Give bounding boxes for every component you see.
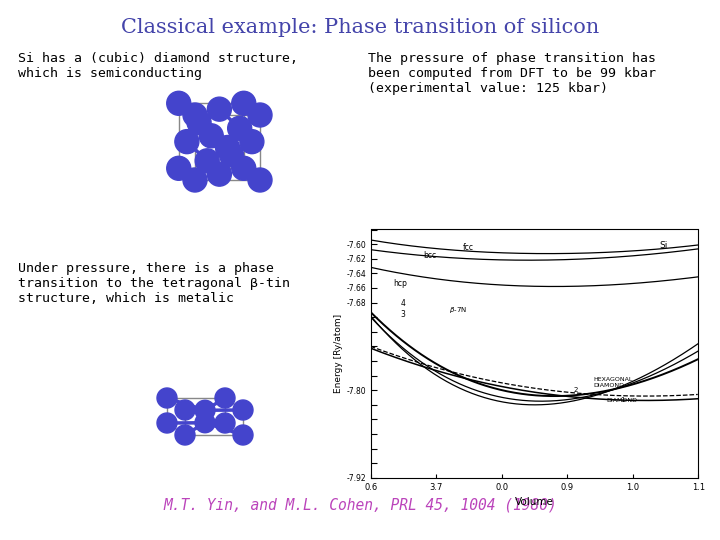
Circle shape (248, 168, 272, 192)
Circle shape (187, 111, 211, 134)
Text: 3: 3 (400, 310, 405, 319)
Circle shape (228, 116, 252, 140)
Text: fcc: fcc (462, 243, 474, 252)
Text: 2: 2 (574, 387, 578, 393)
Text: DIAMOND: DIAMOND (607, 398, 638, 403)
Circle shape (215, 413, 235, 433)
Circle shape (233, 425, 253, 445)
Circle shape (207, 162, 231, 186)
Circle shape (233, 400, 253, 420)
Circle shape (215, 136, 240, 159)
Circle shape (195, 400, 215, 420)
Text: HEXAGONAL
DIAMOND: HEXAGONAL DIAMOND (593, 377, 633, 388)
Text: hcp: hcp (394, 280, 408, 288)
Circle shape (199, 124, 223, 148)
Text: Classical example: Phase transition of silicon: Classical example: Phase transition of s… (121, 18, 599, 37)
Y-axis label: Energy [Ry/atom]: Energy [Ry/atom] (334, 314, 343, 393)
Text: Under pressure, there is a phase
transition to the tetragonal β-tin
structure, w: Under pressure, there is a phase transit… (18, 262, 290, 305)
Circle shape (183, 103, 207, 127)
Text: 1: 1 (620, 397, 624, 403)
Circle shape (232, 156, 256, 180)
Circle shape (195, 413, 215, 433)
Circle shape (195, 149, 219, 173)
Text: M.T. Yin, and M.L. Cohen, PRL 45, 1004 (1980): M.T. Yin, and M.L. Cohen, PRL 45, 1004 (… (163, 497, 557, 512)
Circle shape (220, 143, 243, 167)
Circle shape (240, 130, 264, 154)
Circle shape (175, 130, 199, 154)
Text: bcc: bcc (423, 251, 436, 260)
Circle shape (167, 91, 191, 116)
Circle shape (232, 91, 256, 116)
Circle shape (157, 413, 177, 433)
Circle shape (215, 388, 235, 408)
Text: Si has a (cubic) diamond structure,
which is semiconducting: Si has a (cubic) diamond structure, whic… (18, 52, 298, 80)
Circle shape (175, 425, 195, 445)
Circle shape (157, 388, 177, 408)
Circle shape (175, 400, 195, 420)
Text: 4: 4 (400, 299, 405, 308)
Text: Si: Si (659, 241, 667, 250)
Circle shape (248, 103, 272, 127)
Circle shape (167, 156, 191, 180)
Circle shape (183, 168, 207, 192)
Circle shape (207, 97, 231, 121)
Text: The pressure of phase transition has
been computed from DFT to be 99 kbar
(exper: The pressure of phase transition has bee… (368, 52, 656, 95)
Text: $\beta$-7N: $\beta$-7N (449, 305, 467, 315)
X-axis label: Volume: Volume (516, 497, 554, 507)
